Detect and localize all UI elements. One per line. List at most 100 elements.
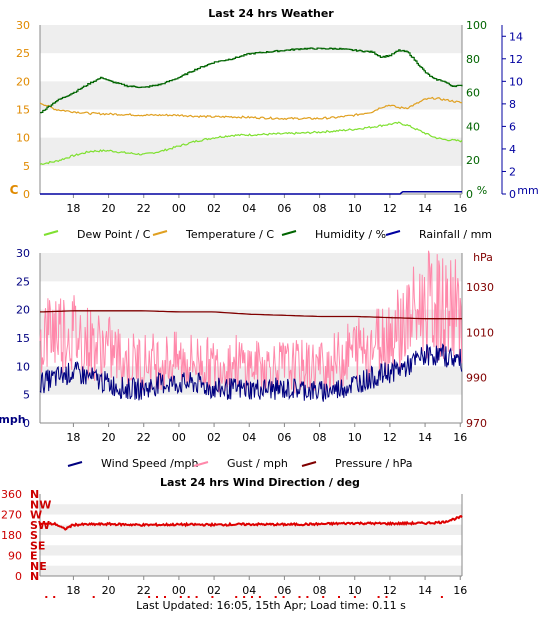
chart-title: Last 24 hrs Weather xyxy=(208,7,334,20)
x-tick-label: 18 xyxy=(66,584,80,597)
calm-marker xyxy=(251,596,253,598)
series-wind-direction xyxy=(39,514,463,531)
y-axis-label-pressure: hPa xyxy=(473,251,493,264)
legend-1: Dew Point / C Temperature / C Humidity / %… xyxy=(43,228,492,241)
series-dew-point xyxy=(39,121,463,166)
series-temperature xyxy=(39,96,463,121)
compass-label: NE xyxy=(30,560,47,573)
legend-swatch xyxy=(43,230,59,236)
x-tick-label: 00 xyxy=(172,431,186,444)
x-tick-label: 02 xyxy=(207,584,221,597)
x-tick-label: 12 xyxy=(383,431,397,444)
legend-label: Humidity / % xyxy=(315,228,386,241)
x-tick-label: 18 xyxy=(66,202,80,215)
y-tick-label-wind: 30 xyxy=(16,247,30,260)
y-tick-label-wind: 15 xyxy=(16,332,30,345)
calm-marker xyxy=(258,596,261,598)
calm-marker xyxy=(322,596,325,598)
x-tick-label: 16 xyxy=(453,584,467,597)
legend-label: Wind Speed /mph xyxy=(101,457,199,470)
series-humidity xyxy=(40,47,463,114)
x-tick-label: 10 xyxy=(348,431,362,444)
series-gust xyxy=(39,250,463,394)
calm-marker xyxy=(243,596,246,598)
y-tick-label-wind: 5 xyxy=(23,389,30,402)
y-tick-label-humidity: 60 xyxy=(466,87,480,100)
y-tick-label-temp: 15 xyxy=(16,104,30,117)
y-tick-label-wind: 20 xyxy=(16,304,30,317)
series-wind-speed xyxy=(39,343,463,402)
x-tick-label: 06 xyxy=(277,202,291,215)
calm-marker xyxy=(298,596,301,598)
calm-marker xyxy=(164,596,166,598)
legend-swatch xyxy=(385,230,401,236)
x-tick-label: 22 xyxy=(137,431,151,444)
x-tick-label: 08 xyxy=(313,584,327,597)
y-tick-label-pressure: 970 xyxy=(466,417,487,430)
y-tick-label-pressure: 1010 xyxy=(466,326,494,339)
chart-2: 18 20 22 00 02 04 06 08 10 12 14 16 0 5 10 15 20 25 30 mph 9… xyxy=(0,247,494,470)
x-tick-label: 22 xyxy=(137,202,151,215)
calm-marker xyxy=(274,596,277,598)
compass-label: W xyxy=(30,509,42,522)
legend-label: Temperature / C xyxy=(185,228,274,241)
x-tick-label: 08 xyxy=(313,202,327,215)
calm-marker xyxy=(187,596,190,598)
legend-swatch xyxy=(152,230,168,236)
legend-swatch xyxy=(193,461,209,467)
y-tick-label-temp: 20 xyxy=(16,75,30,88)
y-tick-label-direction: 360 xyxy=(1,488,22,501)
x-tick-label: 14 xyxy=(418,431,432,444)
x-tick-label: 20 xyxy=(102,202,116,215)
y-tick-label-humidity: 40 xyxy=(466,120,480,133)
calm-marker xyxy=(306,596,309,598)
y-tick-label-rainfall: 6 xyxy=(509,120,516,133)
y-tick-label-rainfall: 0 xyxy=(509,188,516,201)
compass-label: SW xyxy=(30,519,50,532)
x-tick-label: 00 xyxy=(172,202,186,215)
y-tick-label-direction: 180 xyxy=(1,529,22,542)
calm-marker xyxy=(338,596,340,598)
y-tick-label-rainfall: 12 xyxy=(509,53,523,66)
x-tick-label: 10 xyxy=(348,584,362,597)
x-tick-label: 12 xyxy=(383,584,397,597)
y-tick-label-humidity: 100 xyxy=(466,19,487,32)
legend-label: Pressure / hPa xyxy=(335,457,413,470)
x-tick-label: 16 xyxy=(453,202,467,215)
y-tick-label-temp: 10 xyxy=(16,132,30,145)
x-tick-label: 20 xyxy=(102,584,116,597)
legend-swatch xyxy=(281,230,297,236)
compass-label: S xyxy=(30,529,38,542)
chart-3: Last 24 hrs Wind Direction / deg 0 90 180 27… xyxy=(1,476,467,598)
compass-label: SE xyxy=(30,539,45,552)
y-axis-label-wind: mph xyxy=(0,413,26,426)
x-tick-label: 00 xyxy=(172,584,186,597)
grid-band xyxy=(40,137,462,166)
series-rainfall xyxy=(40,190,462,195)
y-tick-label-rainfall: 10 xyxy=(509,75,523,88)
y-tick-label-rainfall: 4 xyxy=(509,143,516,156)
compass-label: NW xyxy=(30,498,51,511)
y-axis-label-rainfall: mm xyxy=(517,184,538,197)
legend-swatch xyxy=(67,461,83,467)
y-tick-label-direction: 270 xyxy=(1,509,22,522)
y-tick-label-direction: 90 xyxy=(8,550,22,563)
y-tick-label-temp: 5 xyxy=(23,160,30,173)
y-tick-label-direction: 0 xyxy=(15,570,22,583)
legend-label: Gust / mph xyxy=(227,457,288,470)
legend-2: Wind Speed /mph Gust / mph Pressure / hPa xyxy=(67,457,413,470)
y-tick-label-rainfall: 14 xyxy=(509,30,523,43)
grid-band xyxy=(40,81,462,110)
y-tick-label-temp: 25 xyxy=(16,47,30,60)
y-tick-label-pressure: 990 xyxy=(466,372,487,385)
x-tick-label: 02 xyxy=(207,431,221,444)
x-tick-label: 10 xyxy=(348,202,362,215)
grid-band xyxy=(40,25,462,54)
grid-band xyxy=(40,545,462,556)
y-tick-label-humidity: 20 xyxy=(466,154,480,167)
x-tick-label: 02 xyxy=(207,202,221,215)
y-tick-label-rainfall: 2 xyxy=(509,165,516,178)
calm-marker xyxy=(148,596,151,598)
